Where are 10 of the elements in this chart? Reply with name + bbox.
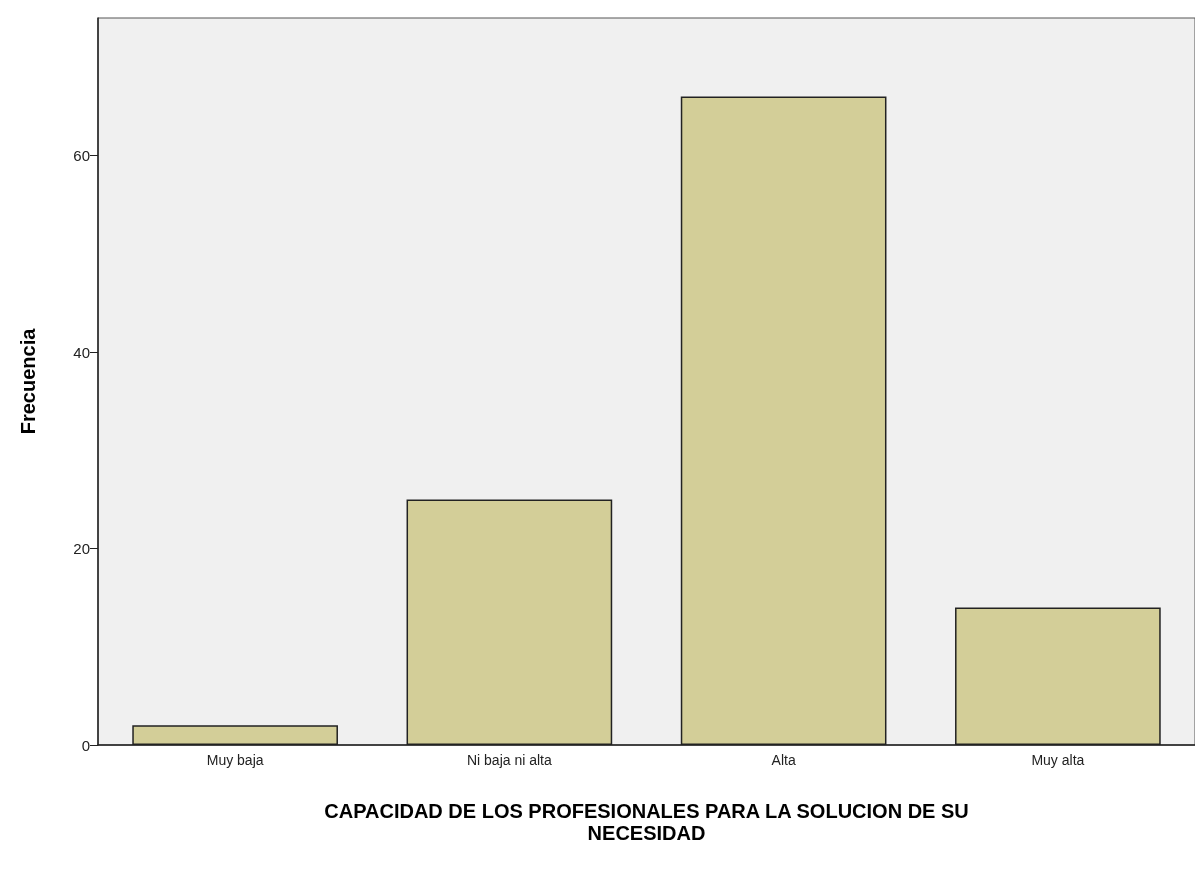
y-tick-label: 20: [73, 540, 90, 558]
x-axis-title: CAPACIDAD DE LOS PROFESIONALES PARA LA SOLUCION DE SU NECESIDAD: [324, 800, 969, 844]
y-axis-title: Frecuencia: [17, 327, 39, 435]
y-tick-label: 0: [81, 736, 90, 754]
y-tick-label: 60: [73, 147, 90, 165]
x-tick-label: Muy alta: [1031, 752, 1085, 768]
y-tick-label: 40: [73, 343, 90, 361]
x-tick-label: Alta: [771, 752, 796, 768]
x-tick-label: Ni baja ni alta: [466, 752, 552, 768]
x-tick-label: Muy baja: [206, 752, 264, 768]
